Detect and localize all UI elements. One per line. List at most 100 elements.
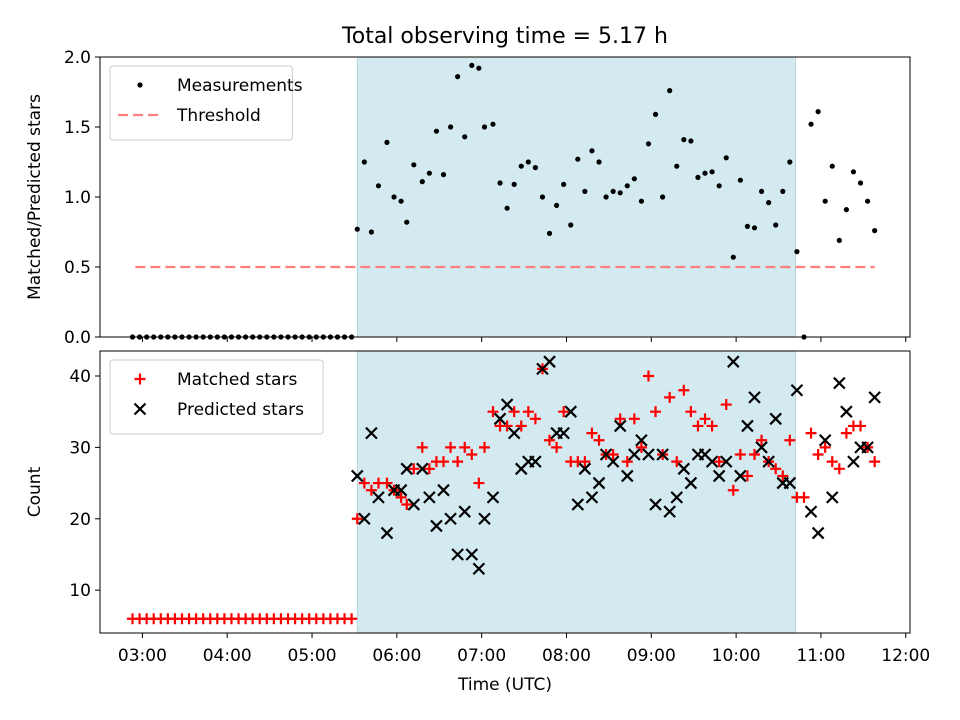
data-point	[459, 441, 471, 453]
data-point	[426, 170, 432, 176]
data-point	[734, 449, 746, 461]
data-point	[702, 170, 708, 176]
data-point	[755, 441, 768, 454]
data-point	[610, 188, 616, 194]
data-point	[787, 159, 793, 165]
data-point	[645, 141, 652, 147]
y-tick-label: 20	[69, 510, 91, 530]
data-point	[822, 198, 828, 204]
data-point	[490, 121, 496, 127]
data-point	[850, 169, 857, 175]
y-tick-label: 40	[69, 367, 91, 387]
x-tick-label: 04:00	[203, 646, 252, 666]
data-point	[749, 449, 761, 461]
data-point	[500, 398, 514, 411]
bottom-y-axis-label: Count	[25, 466, 45, 517]
data-point	[678, 384, 690, 396]
data-point	[833, 376, 846, 390]
data-point	[872, 228, 878, 234]
data-point	[472, 562, 486, 576]
data-point	[586, 427, 598, 439]
y-tick-label: 1.0	[64, 188, 91, 208]
data-point	[508, 406, 520, 418]
data-point	[458, 505, 471, 518]
data-point	[607, 449, 619, 461]
data-point	[681, 137, 687, 143]
data-point	[487, 406, 499, 418]
data-point	[808, 121, 814, 127]
data-point	[351, 513, 363, 525]
bottom-panel-frame	[99, 350, 911, 634]
data-point	[375, 183, 382, 189]
data-point	[660, 194, 666, 200]
data-point	[684, 476, 698, 490]
data-point	[466, 449, 478, 461]
data-point	[481, 124, 488, 130]
data-point	[716, 183, 722, 189]
data-point	[501, 420, 513, 432]
data-point	[592, 476, 606, 490]
data-point	[437, 483, 450, 497]
data-point	[723, 155, 729, 161]
data-point	[770, 463, 782, 475]
data-point	[511, 181, 517, 187]
data-point	[705, 455, 719, 468]
data-point	[720, 399, 732, 411]
data-point	[551, 441, 563, 453]
data-point	[529, 413, 541, 425]
data-point	[628, 413, 640, 425]
data-point	[578, 462, 592, 476]
bottom-panel-ticks: 03:00 04:00 05:00 06:00 07:00 08:00 09:00 10:00…	[69, 367, 930, 666]
bottom-panel-marks	[127, 355, 881, 625]
data-point	[423, 463, 435, 475]
data-point	[440, 172, 447, 178]
observing-window-shade-top	[356, 56, 796, 338]
data-point	[663, 505, 676, 518]
data-point	[674, 163, 680, 169]
data-point	[847, 455, 860, 468]
data-point	[798, 491, 810, 503]
x-tick-label: 10:00	[712, 646, 761, 666]
data-point	[515, 420, 527, 432]
bottom-legend: Matched stars Predicted stars	[109, 359, 324, 435]
data-point	[864, 198, 871, 204]
series-predicted-stars	[350, 355, 881, 576]
data-point	[469, 62, 475, 68]
data-point	[394, 483, 408, 497]
data-point	[585, 491, 599, 504]
bottom-panel: 03:00 04:00 05:00 06:00 07:00 08:00 09:00 10:00…	[25, 350, 930, 666]
data-point	[650, 406, 662, 418]
y-tick-label: 30	[69, 438, 91, 458]
x-tick-label: 03:00	[118, 646, 167, 666]
data-point	[486, 491, 500, 504]
data-point	[401, 498, 413, 510]
data-point	[790, 383, 804, 397]
data-point	[384, 139, 390, 145]
data-point	[445, 441, 457, 453]
data-point	[407, 498, 421, 511]
data-point	[416, 462, 429, 476]
data-point	[756, 434, 768, 446]
data-point	[712, 469, 726, 483]
data-point	[840, 405, 853, 418]
data-point	[557, 426, 570, 440]
data-point	[416, 441, 428, 453]
data-point	[493, 412, 507, 426]
data-point	[769, 412, 782, 426]
data-point	[869, 456, 881, 468]
data-point	[380, 526, 394, 540]
legend-box	[109, 65, 293, 141]
data-point	[358, 477, 370, 489]
data-point	[350, 469, 364, 483]
data-point	[730, 254, 736, 260]
data-point	[727, 355, 740, 368]
chart-title: Total observing time = 5.17 h	[341, 24, 668, 49]
data-point	[688, 138, 694, 144]
data-point	[381, 477, 393, 489]
data-point	[784, 434, 796, 446]
data-point	[606, 455, 620, 468]
data-point	[667, 88, 673, 94]
legend-marker	[137, 82, 143, 88]
data-point	[582, 188, 588, 194]
data-point	[398, 198, 404, 204]
